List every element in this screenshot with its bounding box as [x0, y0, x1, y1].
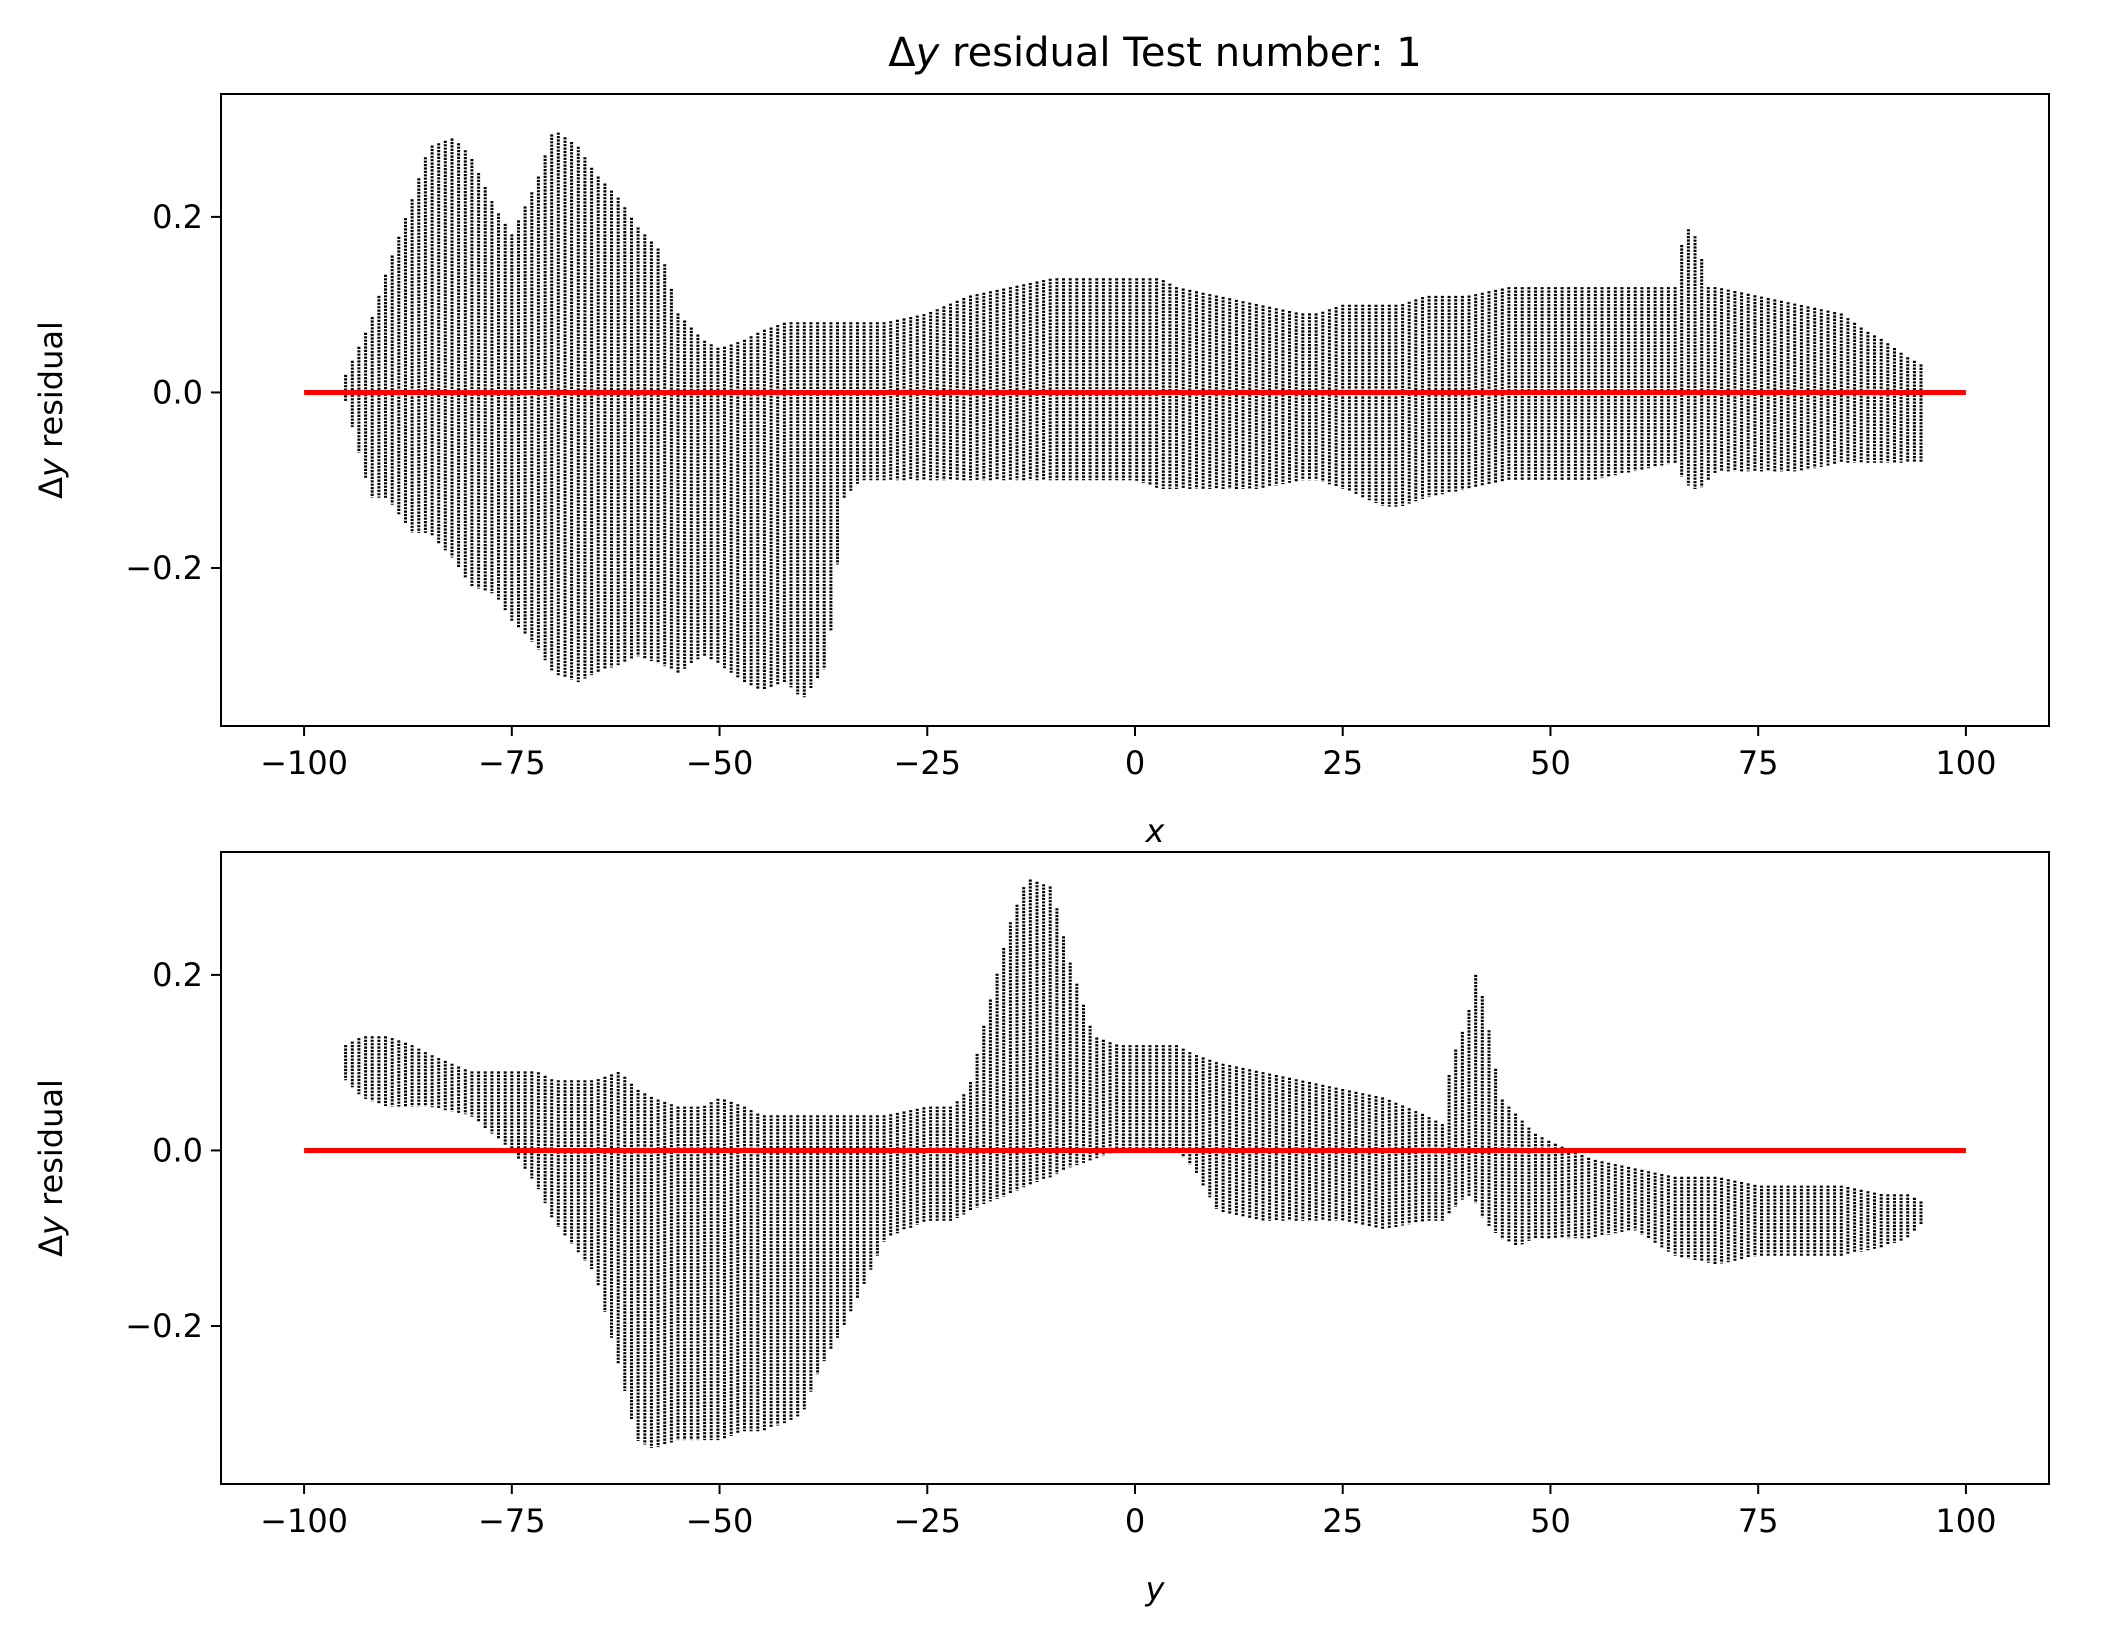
top-x-tick-label: −50 [686, 744, 754, 782]
bottom-x-tick-label: −50 [686, 1502, 754, 1540]
bottom-x-tick-label: −100 [260, 1502, 348, 1540]
top-y-tick-label: −0.2 [125, 549, 203, 587]
bottom-x-tick-label: −25 [894, 1502, 962, 1540]
top-x-tick-label: −25 [894, 744, 962, 782]
bottom-plot-frame [220, 851, 2050, 1485]
top-x-tick-label: −100 [260, 744, 348, 782]
top-x-tick-label: 75 [1738, 744, 1779, 782]
bottom-x-tick-label: 25 [1322, 1502, 1363, 1540]
top-y-axis-label: Δy residual [32, 321, 70, 499]
top-residual-panel: −100 −75 −50 −25 0 25 50 75 100 −0.2 0.0 0.2 x Δy … [32, 93, 2050, 850]
top-scatter-points [344, 132, 1923, 698]
bottom-x-axis-label: y [1145, 1570, 1166, 1608]
bottom-y-tick-label: 0.0 [152, 1131, 203, 1169]
bottom-x-tick-label: 50 [1530, 1502, 1571, 1540]
bottom-x-tick-label: 75 [1738, 1502, 1779, 1540]
bottom-x-tick-label: −75 [478, 1502, 546, 1540]
top-x-tick-label: 100 [1935, 744, 1996, 782]
top-x-tick-label: 50 [1530, 744, 1571, 782]
top-x-tick-label: 25 [1322, 744, 1363, 782]
top-x-tick-label: −75 [478, 744, 546, 782]
top-x-axis-label: x [1145, 812, 1166, 850]
bottom-scatter-points [344, 879, 1923, 1448]
bottom-y-tick-label: 0.2 [152, 956, 203, 994]
bottom-y-tick-label: −0.2 [125, 1307, 203, 1345]
bottom-x-tick-label: 0 [1125, 1502, 1145, 1540]
chart-title: Δy residual Test number: 1 [888, 30, 1422, 76]
bottom-y-axis-label: Δy residual [32, 1079, 70, 1257]
top-y-tick-label: 0.2 [152, 198, 203, 236]
top-y-tick-label: 0.0 [152, 373, 203, 411]
bottom-x-tick-label: 100 [1935, 1502, 1996, 1540]
bottom-residual-panel: −100 −75 −50 −25 0 25 50 75 100 −0.2 0.0 0.2 y Δy … [32, 851, 2050, 1608]
top-x-tick-label: 0 [1125, 744, 1145, 782]
